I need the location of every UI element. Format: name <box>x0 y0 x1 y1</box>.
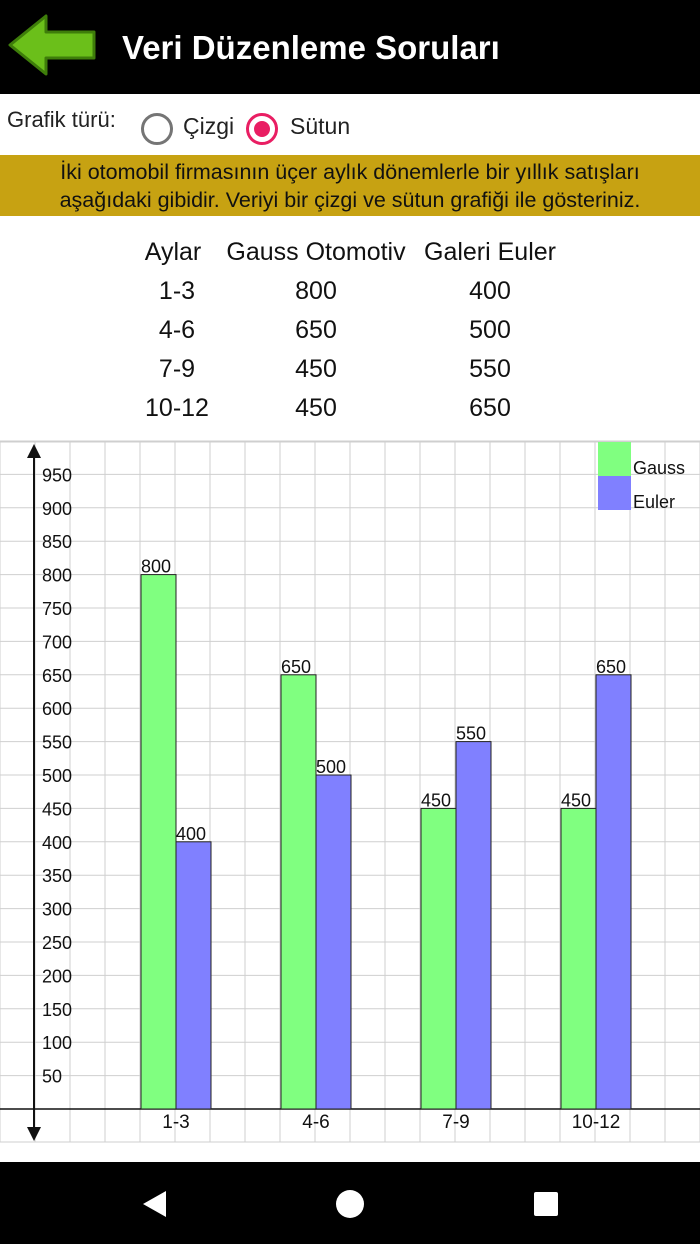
table-cell: 7-9 <box>158 355 196 383</box>
nav-recents-icon[interactable] <box>528 1186 564 1222</box>
bar-gauss <box>420 807 457 1110</box>
x-tick-label: 4-6 <box>302 1112 329 1133</box>
bar-euler <box>455 741 492 1110</box>
legend-label: Euler <box>633 492 675 512</box>
y-tick-label: 250 <box>42 933 72 953</box>
table-cell: 650 <box>469 394 511 422</box>
y-tick-label: 550 <box>42 733 72 753</box>
bar-chart: 50 100 150 200 250 300 350 400 450 500 550 600 650 70… <box>0 440 700 1143</box>
y-tick-label: 950 <box>42 465 72 485</box>
bar-euler <box>175 841 212 1110</box>
table-header-months: Aylar <box>144 238 202 266</box>
nav-home-icon[interactable] <box>332 1186 368 1222</box>
graph-type-selector: Grafik türü: Çizgi Sütun <box>0 95 700 155</box>
table-cell: 650 <box>295 316 337 344</box>
y-tick-label: 900 <box>42 499 72 519</box>
table-cell: 500 <box>469 316 511 344</box>
x-tick-label: 1-3 <box>162 1112 189 1133</box>
radio-bar-label[interactable]: Sütun <box>290 113 351 139</box>
table-cell: 400 <box>469 277 511 305</box>
data-label: 500 <box>316 757 346 777</box>
x-tick-label: 10-12 <box>572 1112 621 1133</box>
app-bar: Veri Düzenleme Soruları <box>0 0 700 94</box>
y-tick-label: 600 <box>42 699 72 719</box>
bar-gauss <box>280 674 317 1110</box>
graph-type-label: Grafik türü: <box>7 107 116 132</box>
y-tick-label: 500 <box>42 766 72 786</box>
data-label: 650 <box>596 657 626 677</box>
radio-line-chart[interactable] <box>140 112 174 146</box>
bar-gauss <box>140 574 177 1110</box>
table-cell: 550 <box>469 355 511 383</box>
data-label: 400 <box>176 824 206 844</box>
back-arrow-icon[interactable] <box>6 12 100 78</box>
table-header-euler: Galeri Euler <box>424 238 556 266</box>
y-tick-label: 850 <box>42 532 72 552</box>
data-label: 650 <box>281 657 311 677</box>
question-line-1: İki otomobil firmasının üçer aylık dönem… <box>60 160 640 184</box>
question-text: İki otomobil firmasının üçer aylık dönem… <box>0 155 700 216</box>
bar-euler <box>595 674 632 1110</box>
question-line-2: aşağıdaki gibidir. Veriyi bir çizgi ve s… <box>59 188 641 212</box>
y-tick-label: 650 <box>42 666 72 686</box>
y-tick-label: 750 <box>42 599 72 619</box>
table-cell: 800 <box>295 277 337 305</box>
radio-line-label[interactable]: Çizgi <box>183 113 235 139</box>
y-tick-label: 450 <box>42 799 72 819</box>
table-cell: 450 <box>295 394 337 422</box>
nav-bar <box>0 1162 700 1244</box>
y-tick-label: 50 <box>42 1067 62 1087</box>
y-tick-label: 400 <box>42 833 72 853</box>
data-label: 800 <box>141 557 171 577</box>
legend-label: Gauss <box>633 458 685 478</box>
y-tick-label: 350 <box>42 866 72 886</box>
radio-bar-chart[interactable] <box>245 112 279 146</box>
y-tick-label: 800 <box>42 566 72 586</box>
legend-swatch-euler <box>598 476 631 510</box>
table-cell: 1-3 <box>158 277 196 305</box>
table-cell: 10-12 <box>145 394 209 422</box>
bar-euler <box>315 774 352 1110</box>
y-tick-label: 150 <box>42 1000 72 1020</box>
x-tick-label: 7-9 <box>442 1112 469 1133</box>
y-tick-label: 300 <box>42 900 72 920</box>
table-cell: 4-6 <box>158 316 196 344</box>
data-label: 450 <box>421 790 451 810</box>
data-label: 450 <box>561 790 591 810</box>
table-header-gauss: Gauss Otomotiv <box>226 238 406 266</box>
y-tick-label: 200 <box>42 966 72 986</box>
nav-back-icon[interactable] <box>138 1186 174 1222</box>
legend-swatch-gauss <box>598 442 631 476</box>
data-label: 550 <box>456 724 486 744</box>
page-title: Veri Düzenleme Soruları <box>122 29 500 66</box>
y-tick-label: 700 <box>42 632 72 652</box>
y-tick-label: 100 <box>42 1033 72 1053</box>
bar-gauss <box>560 807 597 1110</box>
y-axis-arrow-bottom <box>27 1127 41 1141</box>
table-cell: 450 <box>295 355 337 383</box>
y-axis-arrow-top <box>27 444 41 458</box>
